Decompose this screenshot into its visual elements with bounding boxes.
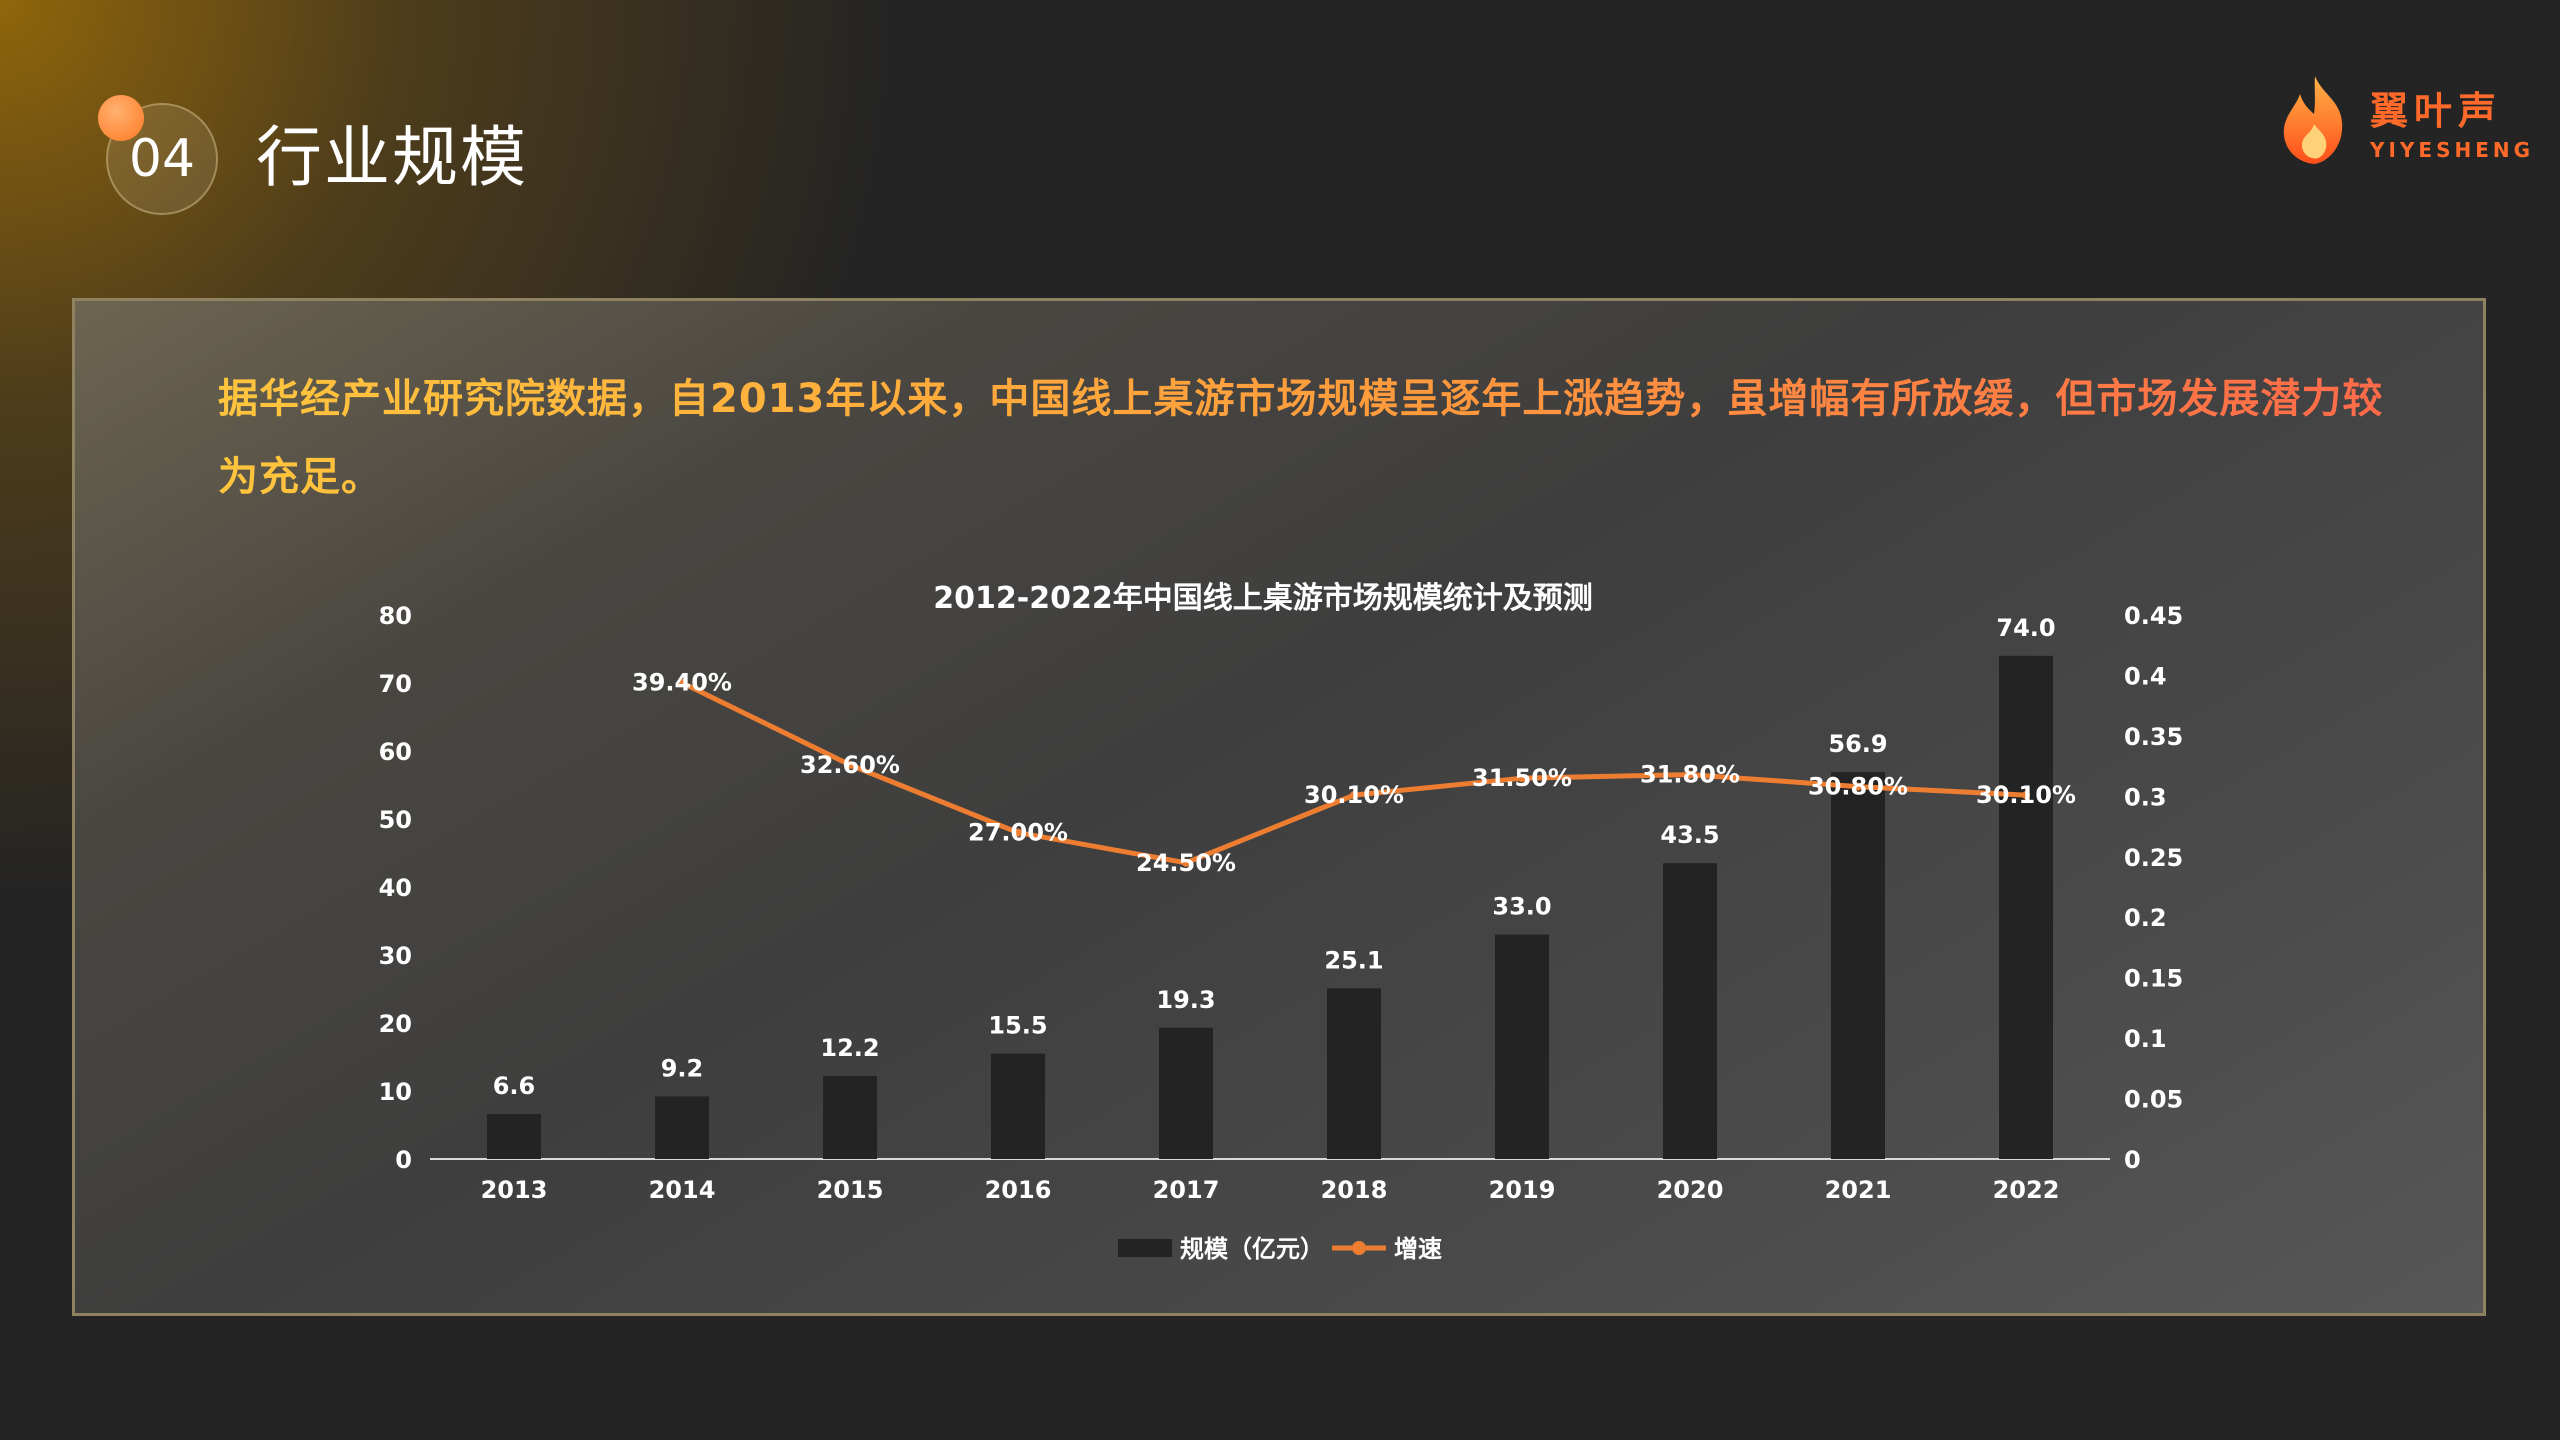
bar xyxy=(991,1053,1045,1159)
bar-data-label: 6.6 xyxy=(493,1072,536,1100)
bar-data-label: 43.5 xyxy=(1660,821,1719,849)
legend-line-label: 增速 xyxy=(1394,1235,1442,1263)
x-tick-label: 2014 xyxy=(649,1176,716,1204)
line-data-label: 32.60% xyxy=(800,751,900,779)
growth-rate-point xyxy=(846,760,854,769)
flame-icon xyxy=(2283,76,2343,164)
y-right-tick-label: 0.3 xyxy=(2124,783,2167,811)
content-panel xyxy=(72,298,2486,1316)
legend-bar-swatch xyxy=(1118,1239,1172,1257)
bar xyxy=(1159,1027,1213,1159)
x-tick-label: 2022 xyxy=(1993,1176,2060,1204)
y-right-tick-label: 0.25 xyxy=(2124,844,2183,872)
growth-rate-point xyxy=(678,678,686,687)
page-title: 行业规模 xyxy=(256,119,528,196)
section-number: 04 xyxy=(128,129,196,189)
bar-data-label: 74.0 xyxy=(1996,614,2055,642)
brand-logo: 翼叶声 YIYESHENG xyxy=(2270,70,2530,170)
bar-data-label: 12.2 xyxy=(820,1034,879,1062)
growth-rate-point xyxy=(1518,774,1526,783)
growth-rate-point xyxy=(1350,791,1358,800)
y-left-tick-label: 70 xyxy=(379,670,412,698)
bar-data-label: 9.2 xyxy=(661,1054,704,1082)
y-left-tick-label: 50 xyxy=(379,806,412,834)
x-tick-label: 2015 xyxy=(817,1176,884,1204)
line-data-label: 31.50% xyxy=(1472,764,1572,792)
bar xyxy=(1663,863,1717,1159)
line-data-label: 30.80% xyxy=(1808,773,1908,801)
line-data-label: 30.10% xyxy=(1304,781,1404,809)
legend-line-marker xyxy=(1352,1241,1366,1255)
growth-rate-point xyxy=(1014,828,1022,837)
x-tick-label: 2017 xyxy=(1153,1176,1220,1204)
bar xyxy=(1495,934,1549,1159)
line-data-label: 27.00% xyxy=(968,819,1068,847)
y-right-tick-label: 0 xyxy=(2124,1146,2141,1174)
x-tick-label: 2018 xyxy=(1321,1176,1388,1204)
y-right-tick-label: 0.1 xyxy=(2124,1025,2167,1053)
bar xyxy=(823,1076,877,1159)
bar-data-label: 33.0 xyxy=(1492,893,1551,921)
line-data-label: 24.50% xyxy=(1136,849,1236,877)
bar xyxy=(1327,988,1381,1159)
growth-rate-point xyxy=(2022,791,2030,800)
bar-data-label: 15.5 xyxy=(988,1012,1047,1040)
x-tick-label: 2019 xyxy=(1489,1176,1556,1204)
growth-rate-point xyxy=(1854,782,1862,791)
x-tick-label: 2016 xyxy=(985,1176,1052,1204)
x-tick-label: 2020 xyxy=(1657,1176,1724,1204)
line-data-label: 39.40% xyxy=(632,669,732,697)
bar-data-label: 25.1 xyxy=(1324,946,1383,974)
bar-data-label: 19.3 xyxy=(1156,986,1215,1014)
line-data-label: 31.80% xyxy=(1640,761,1740,789)
bar xyxy=(487,1114,541,1159)
logo-sub: YIYESHENG xyxy=(2370,138,2535,162)
bar-data-label: 56.9 xyxy=(1828,730,1887,758)
chart-title: 2012-2022年中国线上桌游市场规模统计及预测 xyxy=(933,581,1592,616)
y-left-tick-label: 20 xyxy=(379,1010,412,1038)
bar xyxy=(655,1096,709,1159)
y-left-tick-label: 0 xyxy=(395,1146,412,1174)
y-right-tick-label: 0.35 xyxy=(2124,723,2183,751)
logo-name: 翼叶声 xyxy=(2370,89,2503,133)
y-left-tick-label: 60 xyxy=(379,738,412,766)
summary-text: 据华经产业研究院数据，自2013年以来，中国线上桌游市场规模呈逐年上涨趋势，虽增… xyxy=(218,360,2398,516)
y-right-tick-label: 0.2 xyxy=(2124,904,2167,932)
y-left-tick-label: 80 xyxy=(379,602,412,630)
y-right-tick-label: 0.4 xyxy=(2124,662,2167,690)
y-left-tick-label: 10 xyxy=(379,1078,412,1106)
growth-rate-point xyxy=(1686,770,1694,779)
y-left-tick-label: 40 xyxy=(379,874,412,902)
growth-rate-point xyxy=(1182,858,1190,867)
bar xyxy=(1831,772,1885,1159)
x-tick-label: 2021 xyxy=(1825,1176,1892,1204)
y-right-tick-label: 0.05 xyxy=(2124,1086,2183,1114)
line-data-label: 30.10% xyxy=(1976,781,2076,809)
legend-bar-label: 规模（亿元） xyxy=(1180,1235,1324,1263)
y-right-tick-label: 0.15 xyxy=(2124,965,2183,993)
y-left-tick-label: 30 xyxy=(379,942,412,970)
x-tick-label: 2013 xyxy=(481,1176,548,1204)
bar xyxy=(1999,655,2053,1159)
badge-accent-dot xyxy=(98,95,144,141)
y-right-tick-label: 0.45 xyxy=(2124,602,2183,630)
